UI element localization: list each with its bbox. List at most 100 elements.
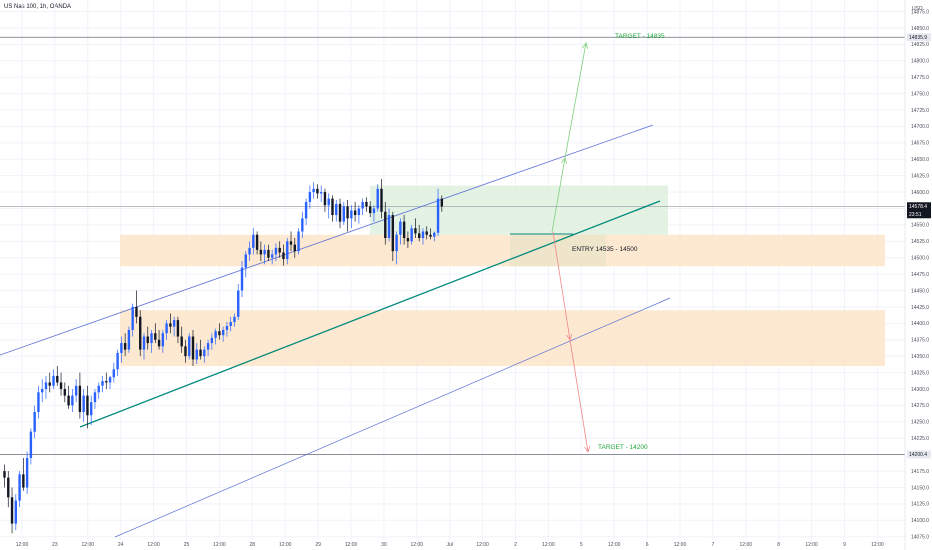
time-tick-label: Jul	[446, 542, 452, 548]
candle-body	[387, 215, 391, 239]
candle-body	[433, 232, 436, 237]
time-tick-label: 12:00	[805, 542, 818, 548]
price-tick-label: 14500.0	[911, 256, 929, 262]
candle-body	[353, 210, 357, 216]
candle-body	[86, 395, 89, 416]
candle-body	[161, 333, 165, 347]
candle-body	[304, 201, 308, 219]
time-tick-label: 24	[118, 542, 124, 548]
price-tick-label: 14725.0	[911, 108, 929, 114]
candle-body	[37, 392, 40, 412]
price-tick-label: 14700.0	[911, 124, 929, 130]
candle-body	[270, 254, 274, 258]
time-tick-label: 12:00	[871, 542, 884, 548]
candle-body	[142, 336, 146, 350]
candle-body	[44, 382, 48, 390]
price-tick-label: 14775.0	[911, 75, 929, 81]
arrow-down-long-head	[584, 446, 591, 453]
candle-body	[248, 247, 251, 255]
candle-body	[157, 339, 161, 347]
candle-body	[74, 385, 78, 396]
candle-body	[146, 336, 149, 344]
candle-body	[101, 381, 104, 386]
time-tick-label: 12:00	[476, 542, 489, 548]
currency-label: USD	[912, 6, 923, 12]
candle-body	[293, 244, 296, 252]
candle-body	[184, 346, 187, 357]
arrow-up-long	[564, 42, 587, 159]
time-tick-label: 29	[315, 542, 321, 548]
price-tick-label: 14275.0	[911, 403, 929, 409]
candle-body	[199, 349, 202, 357]
candle-body	[56, 375, 59, 383]
candle-body	[425, 231, 428, 235]
candle-body	[229, 322, 232, 326]
price-tick-label: 14850.0	[911, 26, 929, 32]
price-tick-label: 14450.0	[911, 288, 929, 294]
price-tick-label: 14150.0	[911, 485, 929, 491]
candle-body	[116, 352, 119, 370]
grid-lines	[0, 0, 905, 540]
candle-body	[67, 395, 70, 406]
candle-body	[59, 382, 63, 390]
price-axis[interactable]: USD 14075.0 14100.0 14125.0 14150.0 14175.0 1…	[904, 0, 931, 550]
candle-body	[172, 320, 176, 327]
arrow-down-long	[569, 339, 589, 453]
candle-body	[240, 267, 244, 291]
channel-lines[interactable]	[0, 124, 671, 538]
candle-body	[135, 306, 138, 317]
candle-body	[316, 188, 319, 194]
lower-line-badge: 14200.4	[909, 452, 927, 458]
candle-body	[206, 343, 210, 350]
candle-body	[312, 188, 315, 193]
upper-channel-line	[0, 124, 654, 356]
current-price-badge-bg	[907, 202, 931, 219]
candle-body	[402, 221, 406, 239]
candle-body	[105, 381, 108, 383]
candle-body	[244, 254, 247, 268]
candle-body	[327, 198, 330, 206]
candle-body	[319, 192, 323, 194]
candle-body	[418, 233, 421, 239]
lower-channel-line	[114, 297, 671, 538]
price-tick-label: 14300.0	[911, 387, 929, 393]
candle-body	[97, 385, 100, 393]
candle-body	[112, 369, 116, 378]
current-price-badge-countdown: 23:51	[909, 212, 922, 218]
candle-body	[395, 234, 398, 252]
price-tick-label: 14600.0	[911, 190, 929, 196]
candle-body	[233, 316, 236, 323]
candle-body	[29, 431, 33, 458]
candle-body	[203, 349, 206, 357]
candle-body	[10, 497, 14, 524]
time-axis[interactable]: 12:00 23 12:00 24 12:00 25 12:00 28 12:00 29 12:00…	[16, 542, 884, 548]
candle-body	[25, 457, 29, 488]
candle-body	[123, 343, 127, 350]
price-tick-label: 14175.0	[911, 469, 929, 475]
candle-body	[342, 206, 345, 222]
trendline	[79, 200, 661, 428]
candle-body	[429, 234, 432, 237]
candle-body	[436, 198, 440, 233]
candle-body	[331, 198, 334, 216]
candle-body	[410, 228, 413, 242]
candle-body	[33, 411, 36, 432]
price-tick-label: 14800.0	[911, 59, 929, 65]
candle-body	[372, 208, 376, 214]
zone-2	[120, 310, 885, 367]
candle-body	[237, 290, 240, 317]
price-tick-label: 14825.0	[911, 42, 929, 48]
time-tick-label: 5	[580, 542, 583, 548]
current-price-badge: 14578.4	[909, 204, 927, 210]
candle-body	[399, 221, 402, 235]
candle-body	[180, 336, 183, 347]
price-tick-label: 14225.0	[911, 436, 929, 442]
candle-body	[218, 331, 221, 336]
candle-body	[154, 333, 157, 340]
time-tick-label: 12:00	[16, 542, 29, 548]
candle-body	[120, 343, 123, 353]
candle-body	[252, 234, 255, 248]
zone-3	[370, 185, 668, 235]
price-tick-label: 14550.0	[911, 223, 929, 229]
